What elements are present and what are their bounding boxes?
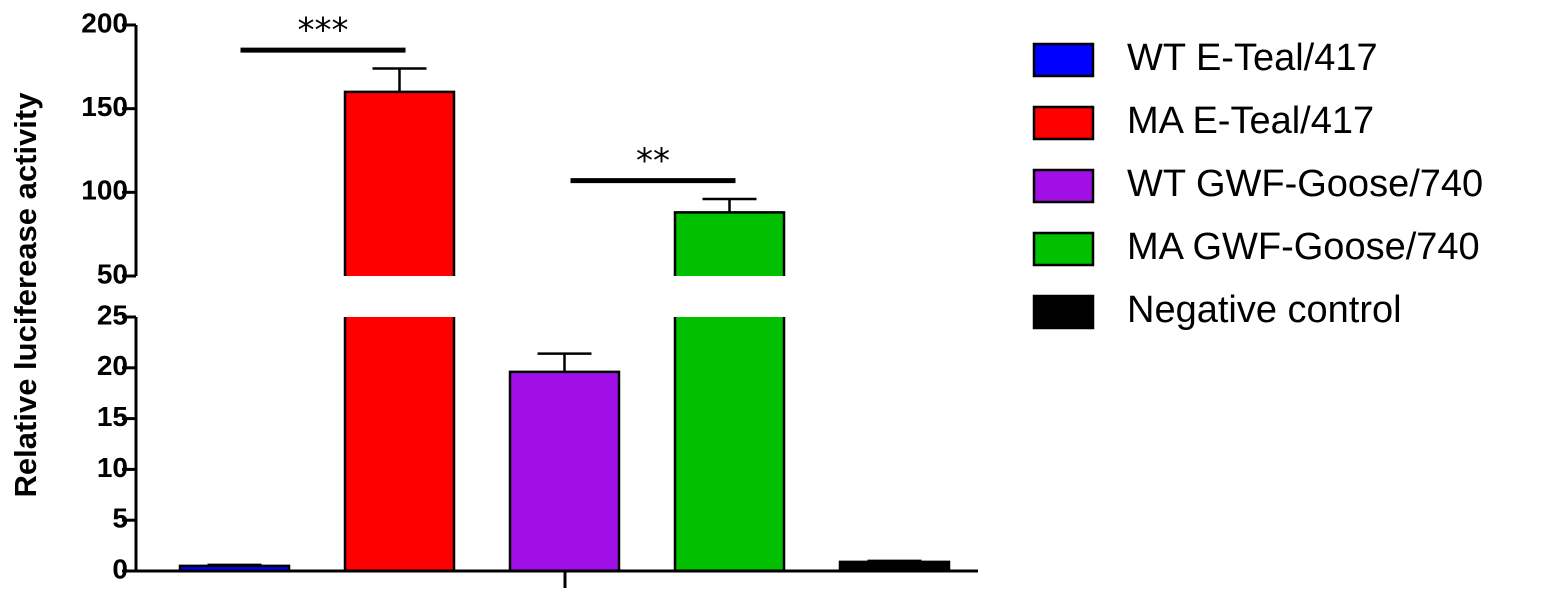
y-tick-label: 150 — [81, 91, 128, 122]
error-bar — [702, 197, 757, 213]
y-tick-label: 200 — [81, 7, 128, 38]
y-tick-label: 0 — [112, 553, 128, 584]
legend-swatch — [1032, 231, 1095, 267]
legend-label: MA E-Teal/417 — [1127, 100, 1374, 142]
y-tick-label: 15 — [97, 401, 128, 432]
legend-swatch — [1032, 168, 1095, 204]
y-tick-label: 20 — [97, 350, 128, 381]
error-bar — [207, 563, 262, 567]
bar — [508, 370, 621, 573]
legend-swatch — [1032, 105, 1095, 141]
significance-label: ** — [636, 141, 670, 181]
bar — [673, 211, 786, 573]
y-tick-label: 25 — [97, 299, 128, 330]
error-bar — [372, 67, 427, 92]
y-tick-label: 50 — [97, 258, 128, 289]
legend-swatch — [1032, 42, 1095, 78]
y-tick-label: 10 — [97, 452, 128, 483]
y-tick-label: 5 — [112, 503, 128, 534]
legend-label: MA GWF-Goose/740 — [1127, 226, 1480, 268]
bar — [343, 90, 456, 573]
error-bar — [537, 352, 592, 372]
legend-label: WT E-Teal/417 — [1127, 37, 1378, 79]
error-bar — [867, 559, 922, 563]
legend-label: Negative control — [1127, 289, 1402, 331]
legend-swatch — [1032, 294, 1095, 330]
y-tick-label: 100 — [81, 175, 128, 206]
y-axis-label: Relative luciferease activity — [8, 92, 43, 498]
legend-label: WT GWF-Goose/740 — [1127, 163, 1483, 205]
significance-label: *** — [298, 11, 349, 51]
